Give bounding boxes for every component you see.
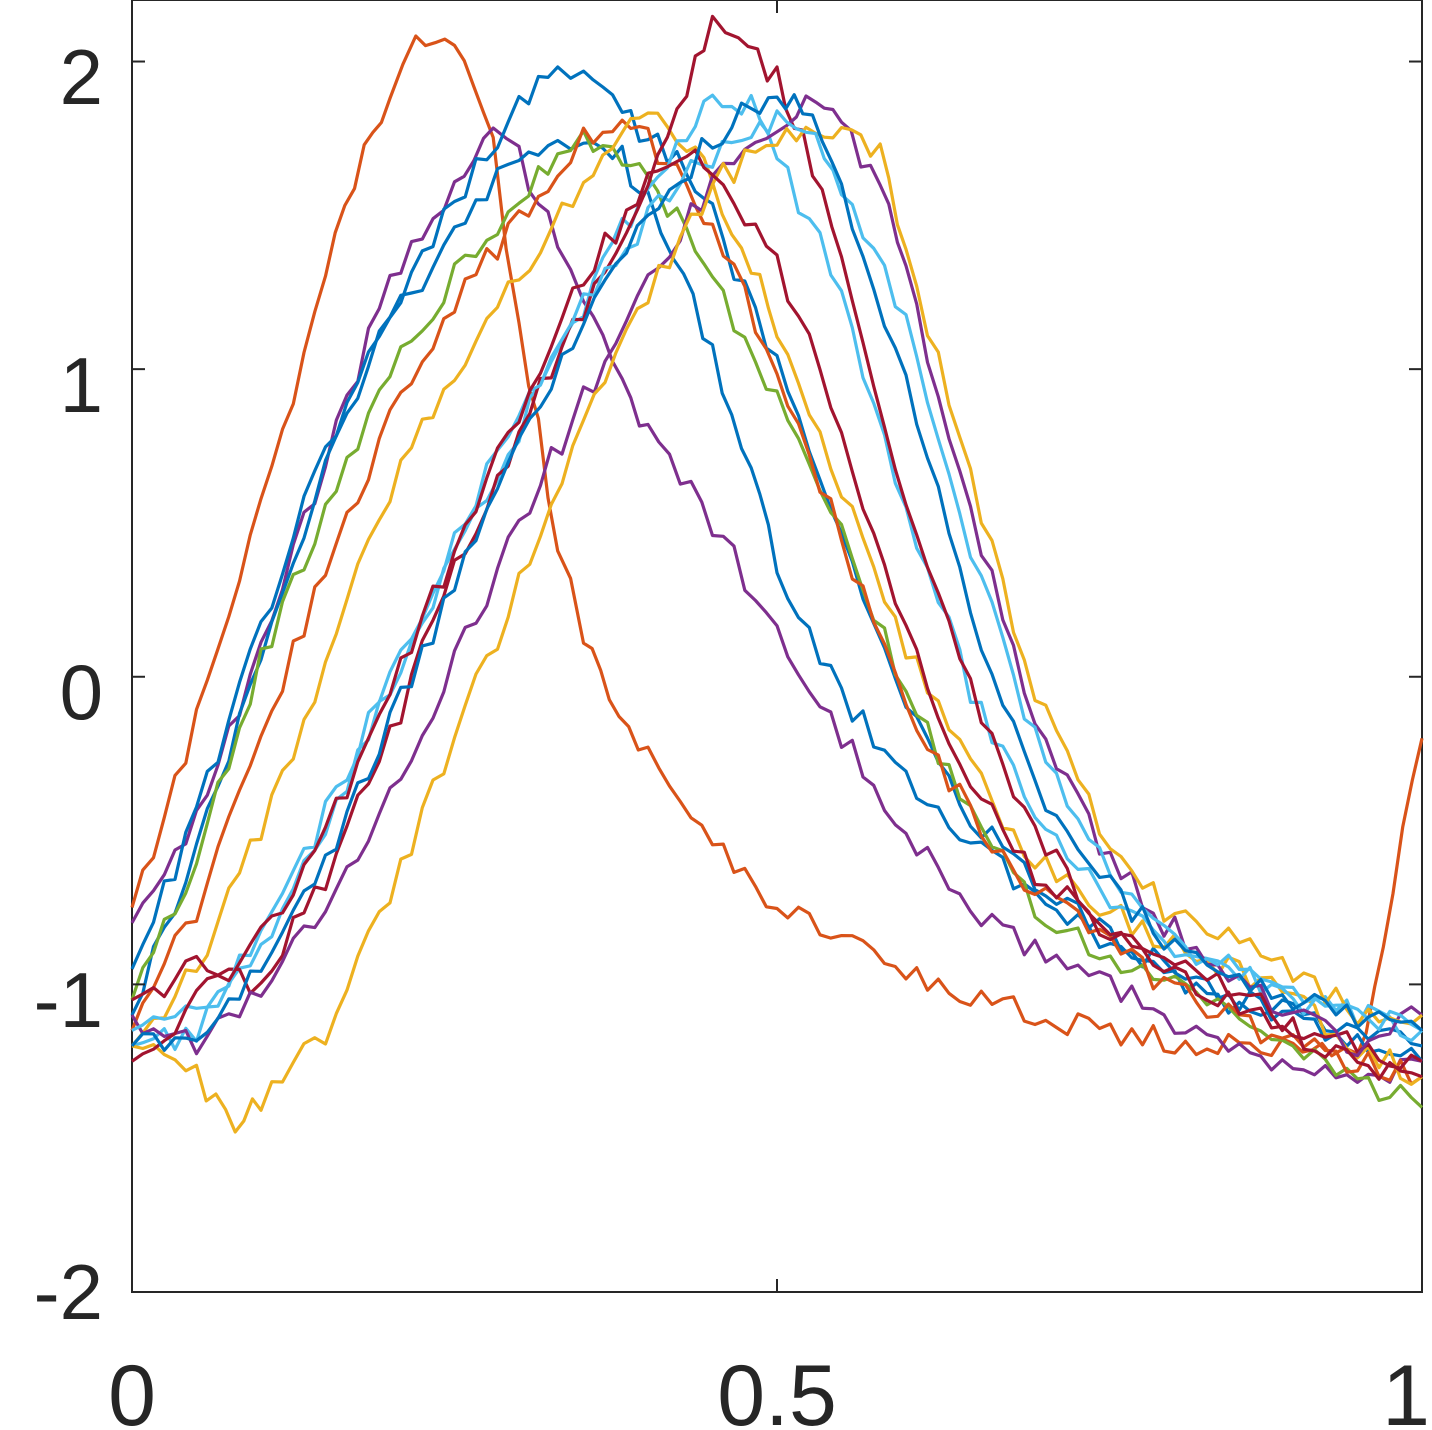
series-line: [130, 93, 1424, 1052]
series-line: [130, 138, 1423, 1048]
series-line: [130, 126, 1423, 1085]
y-tick-label: -1: [34, 956, 103, 1044]
plot-area: [130, 0, 1424, 1293]
series-line: [130, 34, 1424, 1058]
series-line: [130, 118, 1423, 1086]
y-axis-tick-labels: -2 -1 0 1 2: [34, 33, 103, 1336]
tick-layer: [131, 0, 1423, 1293]
y-tick-label: 0: [60, 648, 103, 736]
x-axis-tick-labels: 0 0.5 1: [108, 1348, 1430, 1430]
series-line: [130, 129, 1424, 1109]
series-line: [131, 125, 1424, 1134]
x-tick-label: 0: [108, 1348, 156, 1430]
series-line: [131, 14, 1423, 1070]
axes-box: [131, 0, 1423, 1293]
series-layer: [130, 14, 1424, 1134]
y-tick-label: 1: [60, 341, 103, 429]
y-tick-label: -2: [34, 1248, 103, 1336]
series-line: [131, 148, 1423, 1081]
x-tick-label: 0.5: [717, 1348, 837, 1430]
y-tick-label: 2: [60, 33, 103, 121]
x-tick-label: 1: [1382, 1348, 1430, 1430]
